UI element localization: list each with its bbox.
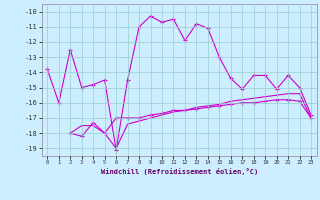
X-axis label: Windchill (Refroidissement éolien,°C): Windchill (Refroidissement éolien,°C) bbox=[100, 168, 258, 175]
